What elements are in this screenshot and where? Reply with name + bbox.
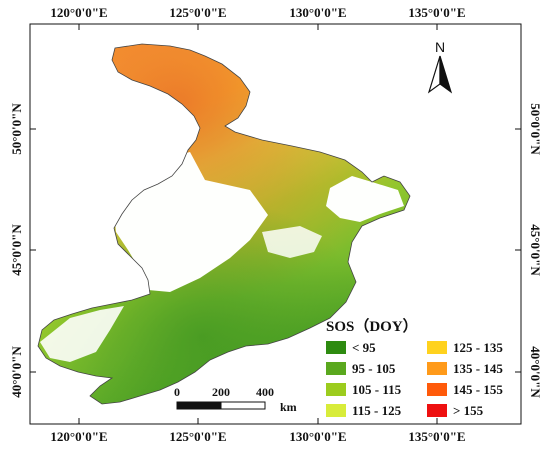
scale-bar: 0 200 400 km bbox=[174, 385, 297, 414]
region-outline bbox=[37, 43, 411, 405]
no-data-area-central bbox=[262, 226, 322, 258]
left-tick-label: 40°0'0"N bbox=[9, 346, 24, 398]
legend-title: SOS（DOY） bbox=[326, 317, 418, 335]
left-tick-labels: 50°0'0"N 45°0'0"N 40°0'0"N bbox=[9, 103, 24, 398]
top-tick-label: 135°0'0"E bbox=[408, 5, 465, 20]
scale-label: 200 bbox=[212, 385, 230, 399]
scale-label: 400 bbox=[256, 385, 274, 399]
bottom-tick-label: 130°0'0"E bbox=[289, 429, 346, 444]
right-tick-labels: 50°0'0"N 45°0'0"N 40°0'0"N bbox=[528, 103, 543, 398]
top-tick-label: 130°0'0"E bbox=[289, 5, 346, 20]
bottom-tick-label: 135°0'0"E bbox=[408, 429, 465, 444]
legend-swatch bbox=[427, 362, 447, 375]
bottom-tick-labels: 120°0'0"E 125°0'0"E 130°0'0"E 135°0'0"E bbox=[50, 429, 465, 444]
no-data-area-east bbox=[326, 176, 404, 222]
right-tick-label: 45°0'0"N bbox=[528, 224, 543, 276]
legend-label: 95 - 105 bbox=[352, 361, 396, 376]
legend-swatch bbox=[326, 341, 346, 354]
no-data-area-west bbox=[114, 152, 268, 292]
no-data-area-southwest bbox=[40, 306, 124, 362]
legend-swatch bbox=[326, 383, 346, 396]
legend-label: 135 - 145 bbox=[453, 361, 503, 376]
top-tick-label: 125°0'0"E bbox=[169, 5, 226, 20]
right-tick-label: 40°0'0"N bbox=[528, 346, 543, 398]
legend-label: 115 - 125 bbox=[352, 403, 402, 418]
legend-swatch bbox=[326, 362, 346, 375]
legend-swatch bbox=[326, 404, 346, 417]
bottom-tick-label: 120°0'0"E bbox=[50, 429, 107, 444]
north-arrow: N bbox=[427, 39, 453, 94]
legend: SOS（DOY） < 95 95 - 105 105 - 115 115 - 125 1… bbox=[326, 317, 503, 418]
legend-swatch bbox=[427, 341, 447, 354]
left-tick-label: 45°0'0"N bbox=[9, 224, 24, 276]
graticule-ticks bbox=[30, 24, 521, 424]
north-label: N bbox=[435, 39, 445, 55]
left-tick-label: 50°0'0"N bbox=[9, 103, 24, 155]
legend-swatch bbox=[427, 383, 447, 396]
legend-label: > 155 bbox=[453, 403, 484, 418]
legend-label: 105 - 115 bbox=[352, 382, 402, 397]
legend-label: 125 - 135 bbox=[453, 340, 503, 355]
legend-label: < 95 bbox=[352, 340, 376, 355]
top-tick-labels: 120°0'0"E 125°0'0"E 130°0'0"E 135°0'0"E bbox=[50, 5, 465, 20]
right-tick-label: 50°0'0"N bbox=[528, 103, 543, 155]
bottom-tick-label: 125°0'0"E bbox=[169, 429, 226, 444]
scale-unit: km bbox=[280, 400, 297, 414]
scale-label: 0 bbox=[174, 385, 180, 399]
legend-swatch bbox=[427, 404, 447, 417]
legend-label: 145 - 155 bbox=[453, 382, 503, 397]
top-tick-label: 120°0'0"E bbox=[50, 5, 107, 20]
